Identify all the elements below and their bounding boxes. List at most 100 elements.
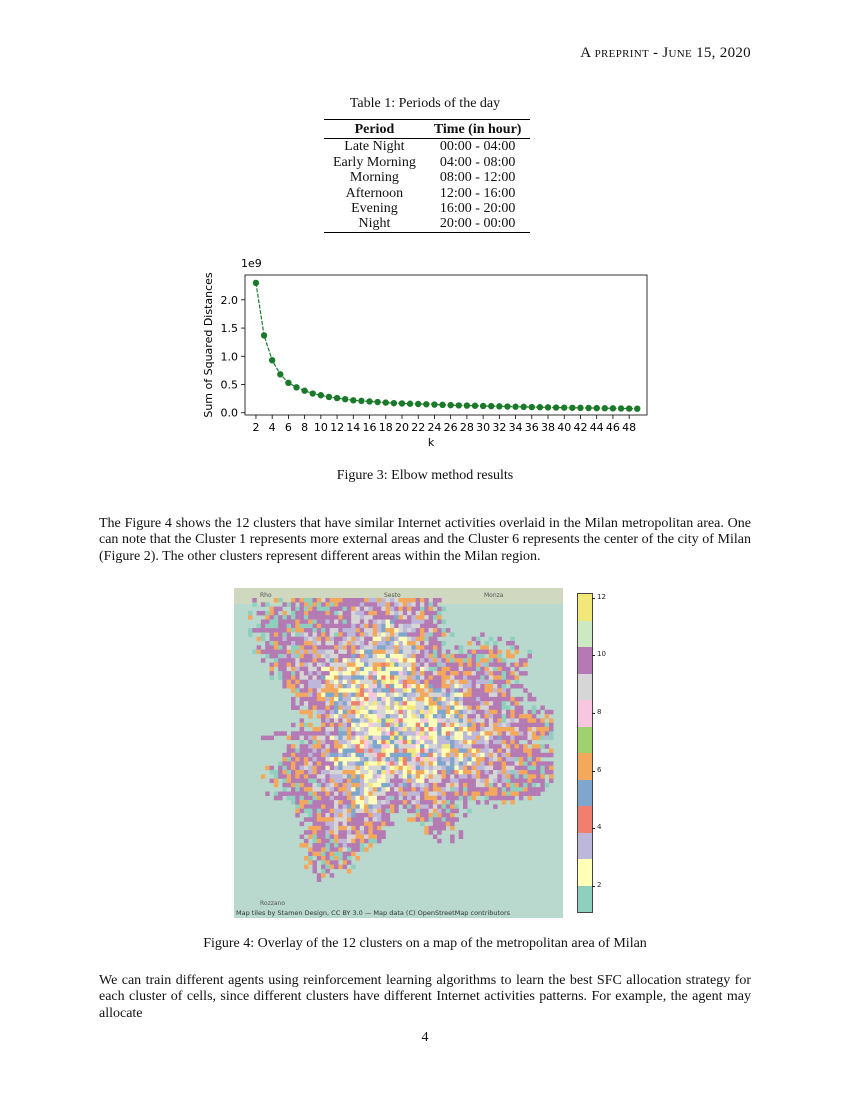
cluster-cell <box>312 610 317 616</box>
cluster-cell <box>411 688 416 693</box>
cluster-cell <box>295 641 300 646</box>
cluster-cell <box>316 653 322 659</box>
cluster-cell <box>278 645 283 650</box>
cluster-cell <box>321 795 326 801</box>
cluster-cell <box>437 628 442 633</box>
cluster-cell <box>359 701 365 706</box>
cluster-cell <box>463 662 468 667</box>
cluster-cell <box>454 718 459 723</box>
data-point <box>439 401 446 409</box>
cluster-cell <box>514 666 520 672</box>
cluster-cell <box>441 619 446 624</box>
cluster-cell <box>372 641 378 646</box>
cluster-cell <box>282 649 287 655</box>
cluster-cell <box>381 757 386 762</box>
cluster-cell <box>389 791 395 796</box>
cluster-cell <box>295 757 300 762</box>
cluster-cell <box>291 757 296 762</box>
cluster-cell <box>518 791 524 796</box>
cluster-cell <box>523 791 528 796</box>
cluster-cell <box>441 671 446 676</box>
cluster-cell <box>368 658 373 663</box>
cluster-cell <box>329 714 335 719</box>
cluster-cell <box>355 787 360 792</box>
cluster-cell <box>286 671 292 676</box>
cluster-cell <box>488 679 494 685</box>
cluster-cell <box>437 830 442 835</box>
cluster-cell <box>531 782 537 788</box>
cluster-cell <box>432 602 438 607</box>
cluster-cell <box>411 817 416 822</box>
cluster-cell <box>321 658 326 663</box>
cluster-cell <box>316 825 322 831</box>
cluster-cell <box>450 791 455 796</box>
paragraph-2: We can train different agents using rein… <box>99 973 751 1021</box>
cluster-cell <box>445 696 451 702</box>
cluster-cell <box>282 787 287 792</box>
cluster-cell <box>497 722 502 728</box>
cluster-cell <box>428 774 434 779</box>
cluster-cell <box>372 688 378 693</box>
cluster-cell <box>334 636 339 642</box>
cluster-cell <box>346 623 352 629</box>
cluster-cell <box>282 765 287 771</box>
cluster-cell <box>351 825 356 831</box>
cluster-cell <box>510 675 515 680</box>
cluster-cell <box>394 808 399 814</box>
cluster-cell <box>359 645 365 650</box>
cluster-cell <box>441 731 446 736</box>
cluster-cell <box>407 778 412 784</box>
cluster-cell <box>312 692 317 698</box>
cluster-cell <box>432 825 438 831</box>
cluster-cell <box>501 658 507 663</box>
cluster-cell <box>308 709 313 715</box>
cluster-cell <box>510 636 515 642</box>
cluster-cell <box>501 791 507 796</box>
cluster-cell <box>497 761 502 766</box>
cluster-cell <box>402 662 408 667</box>
cluster-cell <box>385 641 391 646</box>
cluster-cell <box>407 757 412 762</box>
cluster-cell <box>316 739 322 745</box>
cluster-cell <box>312 619 317 624</box>
cluster-cell <box>342 744 348 749</box>
cluster-cell <box>432 649 438 655</box>
cluster-cell <box>316 757 322 762</box>
cluster-cell <box>329 718 335 723</box>
cluster-cell <box>497 757 502 762</box>
cluster-cell <box>329 653 335 659</box>
cluster-cell <box>536 748 541 753</box>
cluster-cell <box>334 851 339 857</box>
cluster-cell <box>286 761 292 766</box>
x-tick-label: 38 <box>541 421 555 434</box>
cluster-cell <box>303 658 309 663</box>
cluster-cell <box>480 765 485 771</box>
cluster-cell <box>411 602 416 607</box>
cluster-cell <box>488 696 494 702</box>
cluster-cell <box>484 662 489 667</box>
cluster-cell <box>364 628 369 633</box>
cluster-cell <box>334 718 339 723</box>
cluster-cell <box>428 653 434 659</box>
cluster-cell <box>368 808 373 814</box>
cluster-cell <box>458 671 464 676</box>
cluster-cell <box>441 722 446 728</box>
cluster-cell <box>381 800 386 805</box>
cluster-cell <box>484 744 489 749</box>
cluster-cell <box>355 675 360 680</box>
cluster-cell <box>467 649 472 655</box>
cluster-cell <box>420 744 425 749</box>
cluster-cell <box>295 671 300 676</box>
cluster-cell <box>355 727 360 732</box>
cluster-cell <box>475 770 481 775</box>
cluster-cell <box>420 800 425 805</box>
cluster-cell <box>385 615 391 620</box>
cluster-cell <box>325 813 330 818</box>
cluster-cell <box>389 804 395 809</box>
cluster-cell <box>424 813 429 818</box>
cluster-cell <box>458 645 464 650</box>
cluster-cell <box>364 838 369 844</box>
cluster-cell <box>424 666 429 672</box>
cluster-cell <box>377 808 382 814</box>
cluster-cell <box>441 744 446 749</box>
